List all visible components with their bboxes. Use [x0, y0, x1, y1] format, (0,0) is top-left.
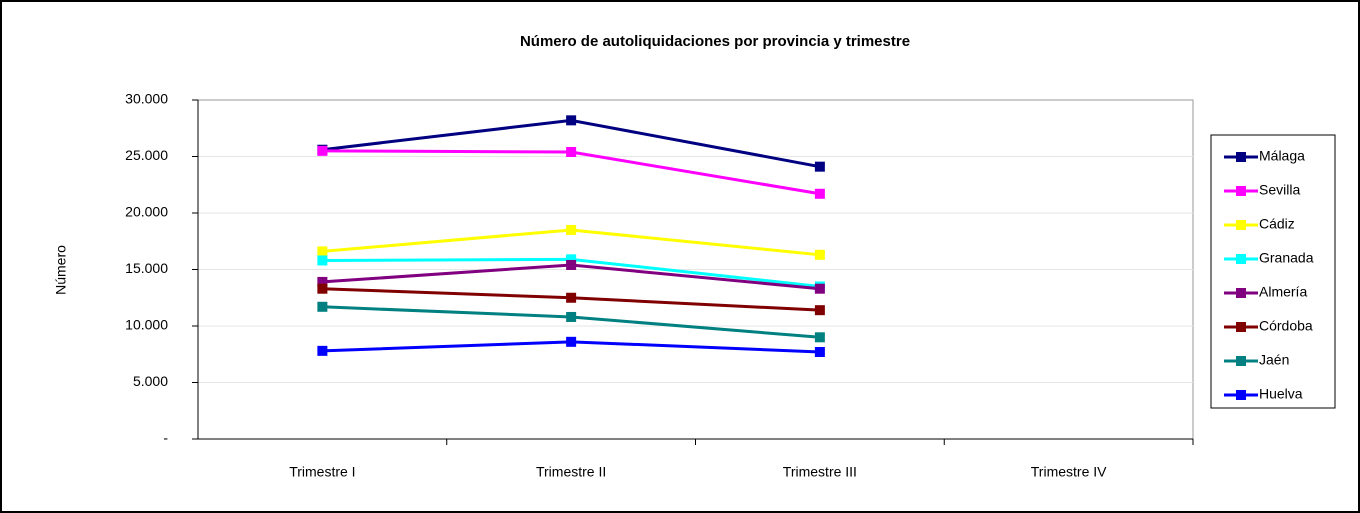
point-marker: [317, 283, 328, 294]
point-marker: [317, 345, 328, 356]
point-marker: [566, 259, 577, 270]
y-axis-label: Número: [53, 245, 69, 295]
legend-swatch: [1236, 288, 1246, 298]
y-tick-label: -: [163, 430, 168, 446]
legend-swatch: [1236, 186, 1246, 196]
legend-swatch: [1236, 254, 1246, 264]
point-marker: [814, 188, 825, 199]
y-tick-label: 25.000: [125, 147, 168, 163]
legend-label: Cádiz: [1259, 216, 1295, 232]
x-tick-label: Trimestre IV: [1031, 464, 1107, 480]
chart-title: Número de autoliquidaciones por provinci…: [520, 33, 910, 50]
x-tick-label: Trimestre II: [536, 464, 606, 480]
legend-swatch: [1236, 356, 1246, 366]
point-marker: [566, 224, 577, 235]
point-marker: [566, 146, 577, 157]
legend-swatch: [1236, 152, 1246, 162]
legend-label: Sevilla: [1259, 182, 1300, 198]
point-marker: [814, 161, 825, 172]
point-marker: [317, 276, 328, 287]
x-tick-label: Trimestre I: [289, 464, 355, 480]
legend-label: Córdoba: [1259, 318, 1313, 334]
y-tick-label: 10.000: [125, 317, 168, 333]
legend-label: Almería: [1259, 284, 1307, 300]
legend-swatch: [1236, 322, 1246, 332]
legend-swatch: [1236, 390, 1246, 400]
point-marker: [814, 305, 825, 316]
y-tick-label: 20.000: [125, 204, 168, 220]
point-marker: [566, 115, 577, 126]
point-marker: [317, 145, 328, 156]
point-marker: [566, 254, 577, 265]
point-marker: [566, 292, 577, 303]
y-tick-label: 30.000: [125, 91, 168, 107]
point-marker: [566, 336, 577, 347]
legend-label: Huelva: [1259, 386, 1303, 402]
y-tick-label: 5.000: [133, 373, 168, 389]
point-marker: [814, 346, 825, 357]
point-marker: [814, 249, 825, 260]
legend-swatch: [1236, 220, 1246, 230]
legend-label: Jaén: [1259, 352, 1289, 368]
point-marker: [317, 301, 328, 312]
y-tick-label: 15.000: [125, 260, 168, 276]
point-marker: [814, 332, 825, 343]
x-tick-label: Trimestre III: [783, 464, 857, 480]
point-marker: [814, 283, 825, 294]
legend-label: Granada: [1259, 250, 1314, 266]
legend-label: Málaga: [1259, 148, 1305, 164]
point-marker: [317, 246, 328, 257]
point-marker: [317, 255, 328, 266]
point-marker: [566, 311, 577, 322]
